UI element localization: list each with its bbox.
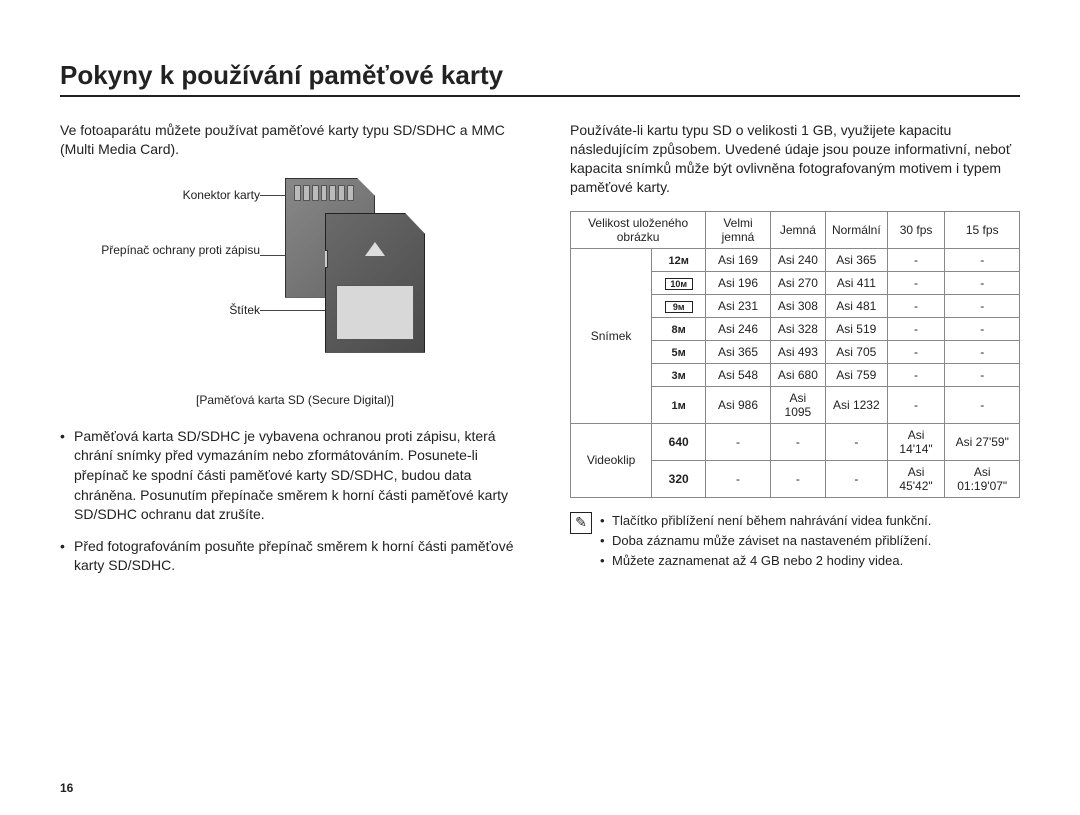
col-size: Velikost uloženého obrázku: [571, 211, 706, 248]
data-cell: Asi 365: [825, 248, 887, 271]
note-item: Doba záznamu může záviset na nastaveném …: [600, 532, 931, 550]
bullet-item: Před fotografováním posuňte přepínač smě…: [60, 537, 530, 576]
data-cell: -: [945, 294, 1020, 317]
data-cell: Asi 680: [770, 363, 825, 386]
data-cell: -: [825, 460, 887, 497]
data-cell: Asi 308: [770, 294, 825, 317]
col-fine: Jemná: [770, 211, 825, 248]
col-normal: Normální: [825, 211, 887, 248]
capacity-table: Velikost uloženého obrázku Velmi jemná J…: [570, 211, 1020, 498]
size-cell: 8ᴍ: [652, 317, 706, 340]
data-cell: -: [945, 317, 1020, 340]
sticker-label: Štítek: [60, 303, 260, 317]
data-cell: -: [770, 460, 825, 497]
data-cell: -: [887, 294, 945, 317]
data-cell: -: [945, 340, 1020, 363]
data-cell: Asi 705: [825, 340, 887, 363]
col-15fps: 15 fps: [945, 211, 1020, 248]
data-cell: Asi 986: [706, 386, 771, 423]
row-label-image: Snímek: [571, 248, 652, 423]
data-cell: -: [706, 423, 771, 460]
bullet-item: Paměťová karta SD/SDHC je vybavena ochra…: [60, 427, 530, 525]
left-bullet-list: Paměťová karta SD/SDHC je vybavena ochra…: [60, 427, 530, 576]
note-item: Můžete zaznamenat až 4 GB nebo 2 hodiny …: [600, 552, 931, 570]
data-cell: -: [770, 423, 825, 460]
data-cell: Asi 169: [706, 248, 771, 271]
data-cell: -: [887, 386, 945, 423]
data-cell: Asi 27'59": [945, 423, 1020, 460]
sd-card-diagram: Konektor karty Přepínač ochrany proti zá…: [60, 173, 530, 383]
right-column: Používáte-li kartu typu SD o velikosti 1…: [570, 121, 1020, 588]
size-cell: 3ᴍ: [652, 363, 706, 386]
size-cell: 1ᴍ: [652, 386, 706, 423]
data-cell: -: [945, 363, 1020, 386]
sd-card-front-icon: [325, 213, 425, 353]
data-cell: -: [945, 248, 1020, 271]
data-cell: -: [887, 340, 945, 363]
data-cell: Asi 328: [770, 317, 825, 340]
notes-box: ✎ Tlačítko přiblížení není během nahrává…: [570, 512, 1020, 573]
data-cell: Asi 246: [706, 317, 771, 340]
data-cell: Asi 45'42": [887, 460, 945, 497]
data-cell: -: [887, 363, 945, 386]
note-icon: ✎: [570, 512, 592, 534]
data-cell: Asi 1232: [825, 386, 887, 423]
left-column: Ve fotoaparátu můžete používat paměťové …: [60, 121, 530, 588]
notes-list: Tlačítko přiblížení není během nahrávání…: [600, 512, 931, 573]
size-cell: 10ᴍ: [652, 271, 706, 294]
data-cell: Asi 493: [770, 340, 825, 363]
size-cell: 12ᴍ: [652, 248, 706, 271]
size-cell: 5ᴍ: [652, 340, 706, 363]
data-cell: -: [945, 386, 1020, 423]
data-cell: Asi 519: [825, 317, 887, 340]
two-column-layout: Ve fotoaparátu můžete používat paměťové …: [60, 121, 1020, 588]
page-number: 16: [60, 781, 73, 795]
data-cell: -: [887, 271, 945, 294]
data-cell: Asi 240: [770, 248, 825, 271]
data-cell: Asi 481: [825, 294, 887, 317]
data-cell: -: [887, 248, 945, 271]
data-cell: -: [887, 317, 945, 340]
data-cell: Asi 231: [706, 294, 771, 317]
right-intro-text: Používáte-li kartu typu SD o velikosti 1…: [570, 121, 1020, 197]
data-cell: Asi 196: [706, 271, 771, 294]
data-cell: Asi 01:19'07": [945, 460, 1020, 497]
data-cell: Asi 1095: [770, 386, 825, 423]
data-cell: Asi 365: [706, 340, 771, 363]
data-cell: Asi 14'14": [887, 423, 945, 460]
col-30fps: 30 fps: [887, 211, 945, 248]
note-item: Tlačítko přiblížení není během nahrávání…: [600, 512, 931, 530]
write-protect-label: Přepínač ochrany proti zápisu: [60, 243, 260, 257]
data-cell: -: [825, 423, 887, 460]
col-very-fine: Velmi jemná: [706, 211, 771, 248]
left-intro-text: Ve fotoaparátu můžete používat paměťové …: [60, 121, 530, 159]
page-title: Pokyny k používání paměťové karty: [60, 60, 1020, 97]
data-cell: Asi 548: [706, 363, 771, 386]
connector-label: Konektor karty: [60, 188, 260, 202]
data-cell: Asi 759: [825, 363, 887, 386]
data-cell: -: [945, 271, 1020, 294]
diagram-caption: [Paměťová karta SD (Secure Digital)]: [60, 393, 530, 407]
data-cell: Asi 270: [770, 271, 825, 294]
video-size-cell: 320: [652, 460, 706, 497]
video-size-cell: 640: [652, 423, 706, 460]
row-label-video: Videoklip: [571, 423, 652, 497]
size-cell: 9ᴍ: [652, 294, 706, 317]
data-cell: -: [706, 460, 771, 497]
data-cell: Asi 411: [825, 271, 887, 294]
